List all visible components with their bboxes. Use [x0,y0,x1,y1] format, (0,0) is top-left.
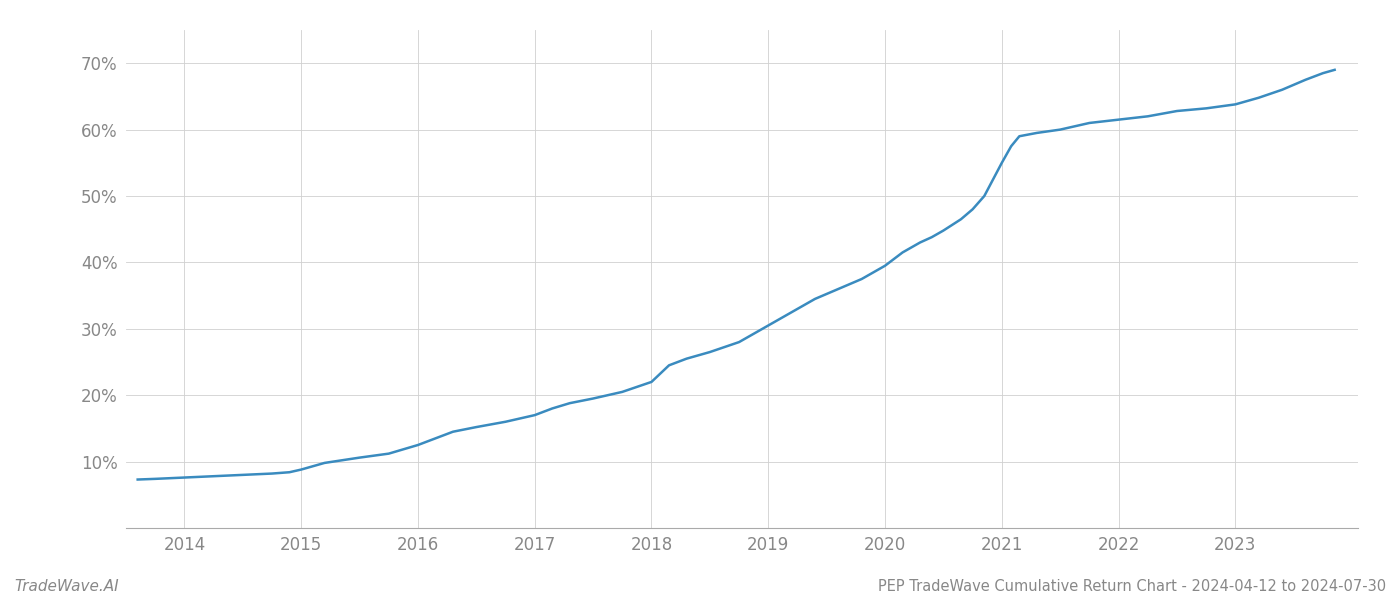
Text: TradeWave.AI: TradeWave.AI [14,579,119,594]
Text: PEP TradeWave Cumulative Return Chart - 2024-04-12 to 2024-07-30: PEP TradeWave Cumulative Return Chart - … [878,579,1386,594]
